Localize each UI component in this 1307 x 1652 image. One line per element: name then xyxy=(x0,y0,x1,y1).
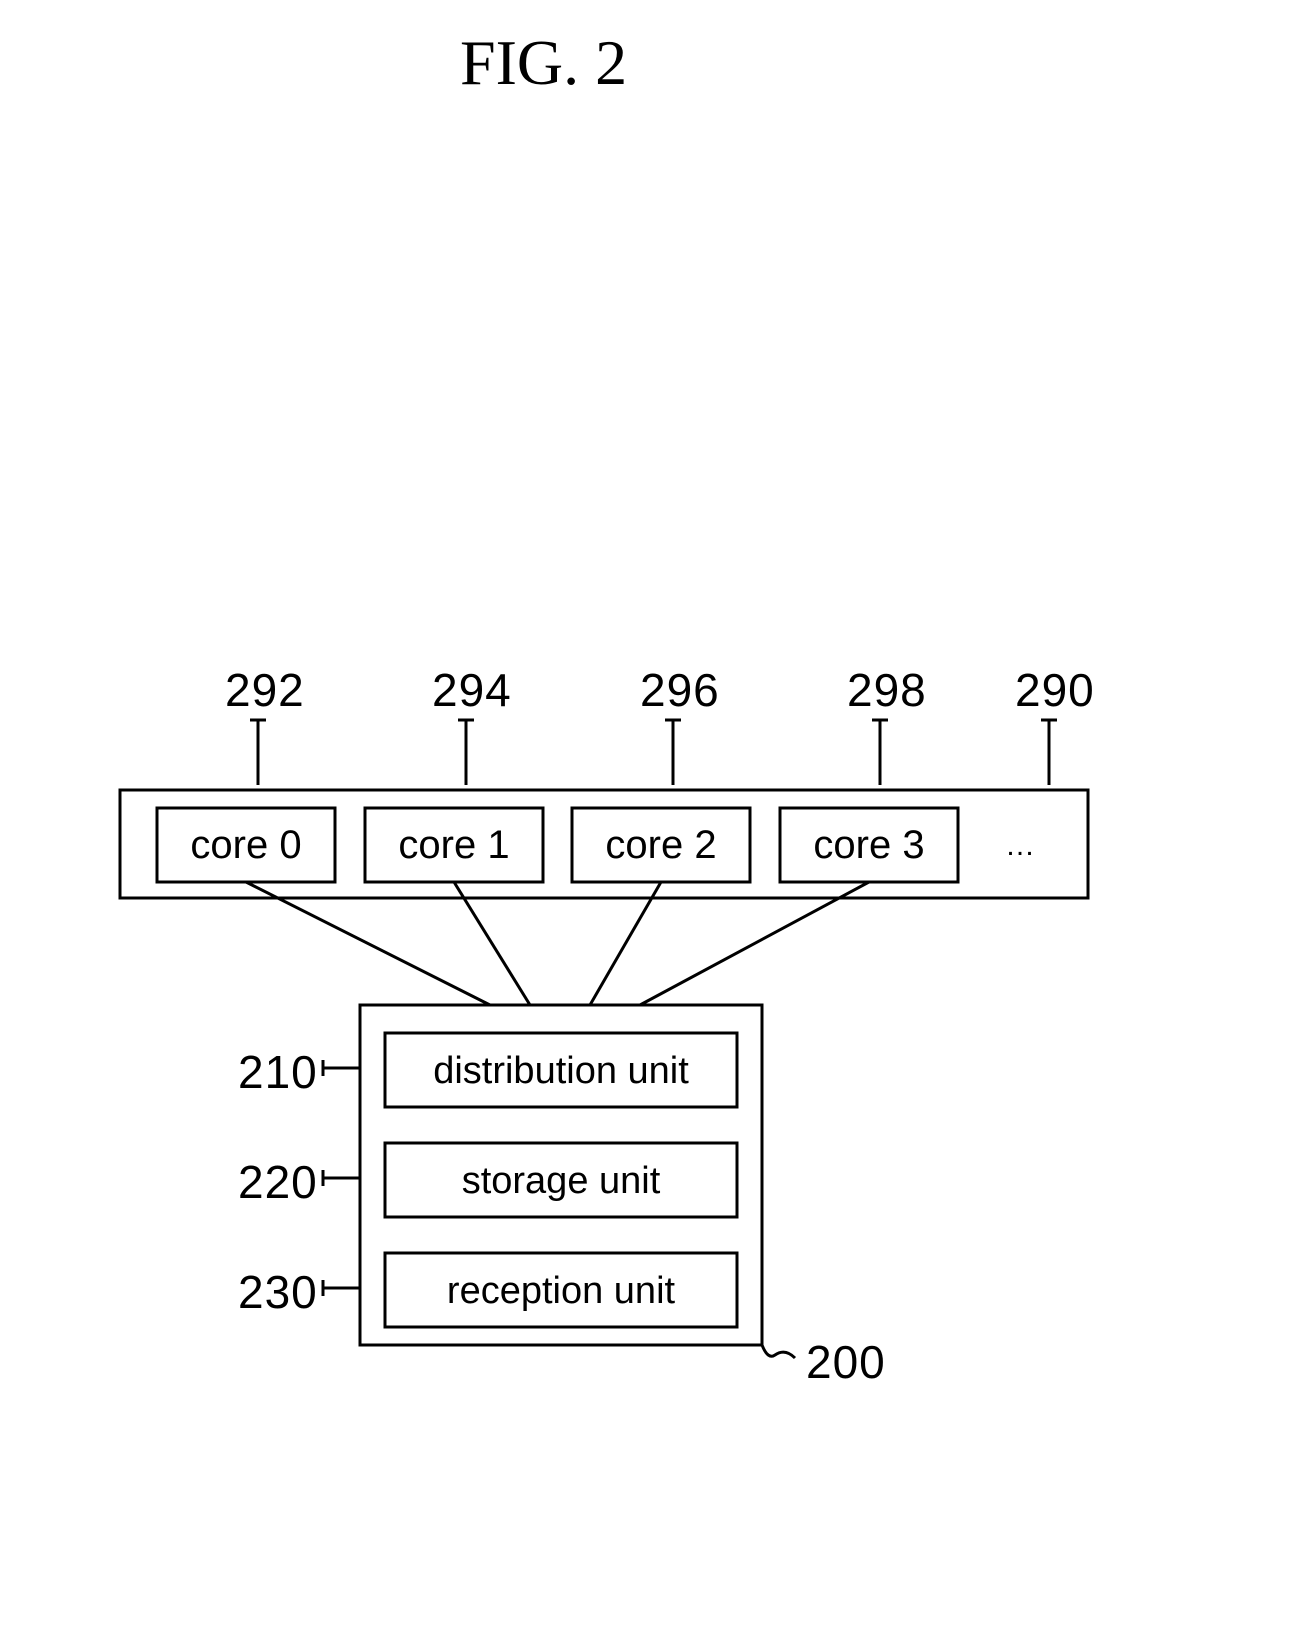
core-2-label: core 2 xyxy=(605,823,716,867)
reception-unit-label: reception unit xyxy=(447,1270,676,1312)
core-1-label: core 1 xyxy=(398,823,509,867)
cores-ellipsis: … xyxy=(1005,829,1035,862)
storage-unit-label: storage unit xyxy=(462,1160,661,1202)
distribution-unit-label: distribution unit xyxy=(433,1050,689,1092)
core-3-label: core 3 xyxy=(813,823,924,867)
core-0-label: core 0 xyxy=(190,823,301,867)
diagram-svg: core 0 core 1 core 2 core 3 … distributi… xyxy=(0,0,1307,1652)
